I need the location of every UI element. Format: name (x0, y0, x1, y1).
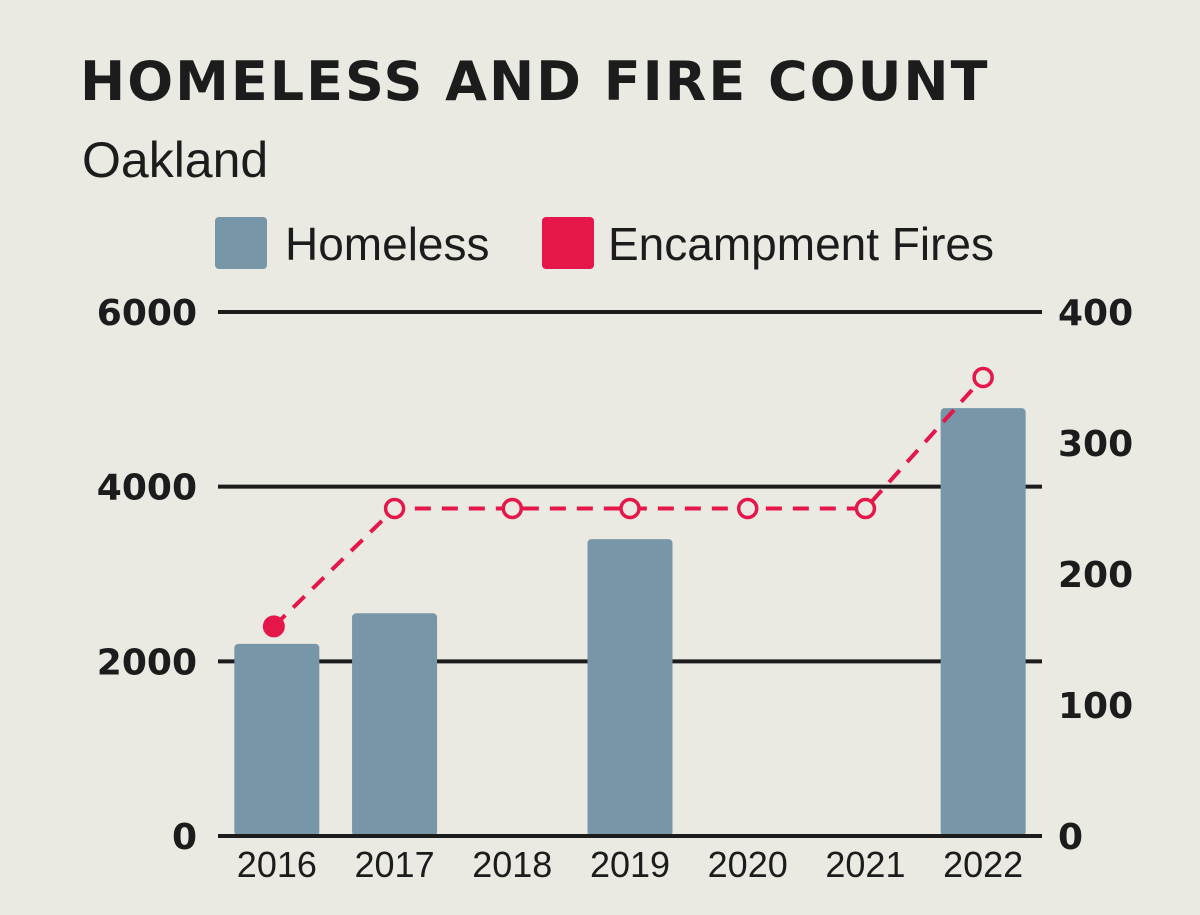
x-tick-label: 2018 (472, 844, 552, 885)
left-tick-label: 6000 (97, 293, 197, 334)
x-tick-label: 2016 (237, 844, 317, 885)
fires-point-2019 (619, 497, 641, 520)
right-axis: 0 100 200 300 400 (1058, 293, 1133, 858)
legend-label-fires: Encampment Fires (608, 218, 994, 270)
fires-point-2020 (736, 497, 759, 520)
right-tick-label: 200 (1058, 555, 1133, 596)
fires-point-2018 (501, 497, 524, 520)
left-axis: 0 2000 4000 6000 (97, 293, 197, 858)
legend-swatch-homeless (215, 217, 267, 269)
right-tick-label: 0 (1058, 817, 1083, 858)
left-tick-label: 4000 (97, 468, 197, 509)
right-tick-label: 400 (1058, 293, 1133, 334)
legend-label-homeless: Homeless (285, 218, 490, 270)
x-tick-label: 2021 (825, 844, 905, 885)
fires-series (262, 366, 994, 638)
left-tick-label: 0 (172, 817, 197, 858)
left-tick-label: 2000 (97, 642, 197, 683)
fires-point-2022 (972, 366, 994, 389)
fires-point-2017 (383, 497, 406, 520)
x-tick-label: 2022 (943, 844, 1023, 885)
bar-homeless-2016 (234, 643, 320, 836)
legend-swatch-fires (542, 217, 594, 269)
bar-homeless-2017 (352, 613, 438, 836)
x-tick-label: 2017 (355, 844, 435, 885)
right-tick-label: 100 (1058, 686, 1133, 727)
bar-homeless-2019 (587, 539, 673, 836)
fires-point-2021 (854, 497, 877, 520)
chart-title: HOMELESS AND FIRE COUNT (80, 50, 990, 113)
right-tick-label: 300 (1058, 424, 1133, 465)
x-tick-label: 2019 (590, 844, 670, 885)
legend: Homeless Encampment Fires (215, 217, 994, 270)
x-axis: 2016 2017 2018 2019 2020 2021 2022 (237, 844, 1023, 885)
bar-homeless-2022 (940, 408, 1026, 836)
x-tick-label: 2020 (708, 844, 788, 885)
chart-subtitle: Oakland (82, 132, 269, 188)
fires-point-2016 (262, 615, 285, 638)
bars (234, 408, 1026, 836)
